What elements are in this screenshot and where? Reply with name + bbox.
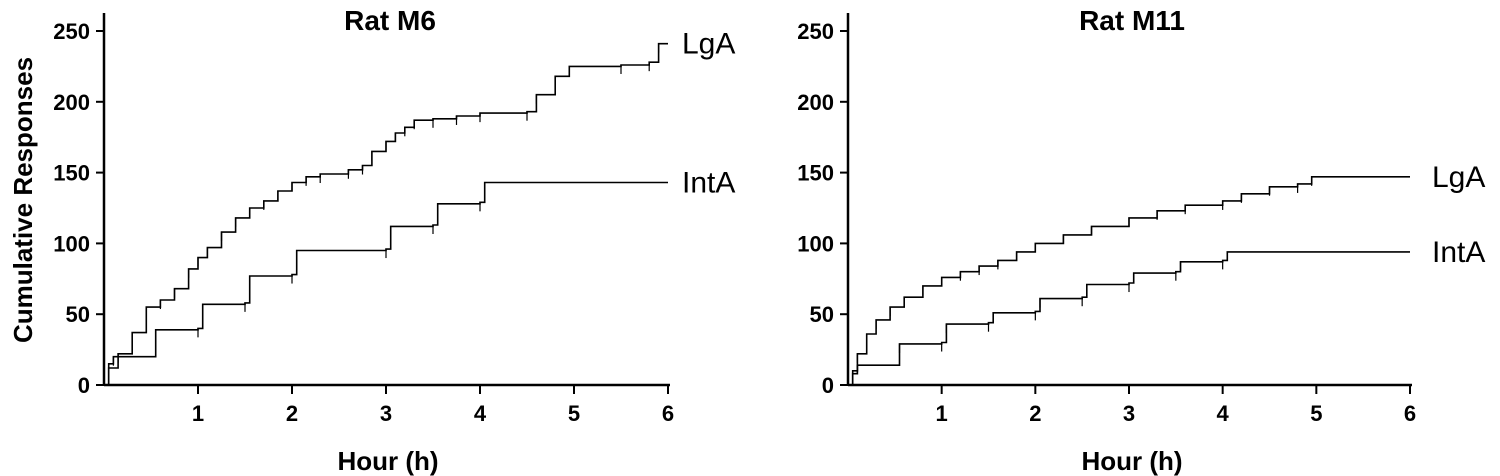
y-tick-label: 250	[53, 19, 90, 44]
series-line-inta	[848, 251, 1410, 386]
series-label-inta: IntA	[682, 167, 735, 200]
x-tick-label: 2	[286, 401, 298, 426]
y-axis-title: Cumulative Responses	[8, 57, 38, 343]
x-tick-label: 2	[1029, 401, 1041, 426]
panel-title: Rat M6	[344, 5, 436, 36]
panel-title: Rat M11	[1079, 5, 1185, 36]
x-tick-label: 6	[1404, 401, 1416, 426]
x-tick-label: 5	[568, 401, 580, 426]
y-tick-label: 250	[797, 19, 834, 44]
x-tick-label: 5	[1310, 401, 1322, 426]
x-tick-label: 1	[192, 401, 204, 426]
y-tick-label: 100	[53, 231, 90, 256]
series-line-lga	[104, 42, 668, 386]
y-tick-label: 50	[810, 302, 834, 327]
x-axis-title: Hour (h)	[1081, 446, 1182, 476]
series-label-lga: LgA	[682, 28, 735, 61]
x-tick-label: 3	[380, 401, 392, 426]
y-tick-label: 0	[822, 373, 834, 398]
y-tick-label: 0	[78, 373, 90, 398]
y-tick-label: 200	[53, 90, 90, 115]
panel-rat-m11: Rat M11 Hour (h) 0 50 100 150 200 250 1 2 3 4 5 6 Lg…	[797, 5, 1485, 476]
x-axis-title: Hour (h)	[337, 446, 438, 476]
y-tick-label: 150	[797, 161, 834, 186]
x-tick-label: 1	[936, 401, 948, 426]
plot-area: 0 50 100 150 200 250 1 2 3 4 5 6 LgA IntA	[797, 13, 1485, 426]
y-tick-label: 200	[797, 90, 834, 115]
x-tick-label: 6	[662, 401, 674, 426]
x-tick-label: 4	[1217, 401, 1230, 426]
panel-rat-m6: Rat M6 Cumulative Responses Hour (h) 0 50…	[8, 5, 735, 476]
x-tick-label: 3	[1123, 401, 1135, 426]
y-tick-label: 50	[66, 302, 90, 327]
plot-area: 0 50 100 150 200 250 1 2 3 4 5 6 LgA IntA	[53, 13, 735, 426]
series-label-lga: LgA	[1432, 161, 1485, 194]
y-tick-label: 100	[797, 231, 834, 256]
y-tick-label: 150	[53, 161, 90, 186]
x-tick-label: 4	[474, 401, 487, 426]
series-line-lga	[848, 176, 1410, 386]
series-label-inta: IntA	[1432, 236, 1485, 269]
